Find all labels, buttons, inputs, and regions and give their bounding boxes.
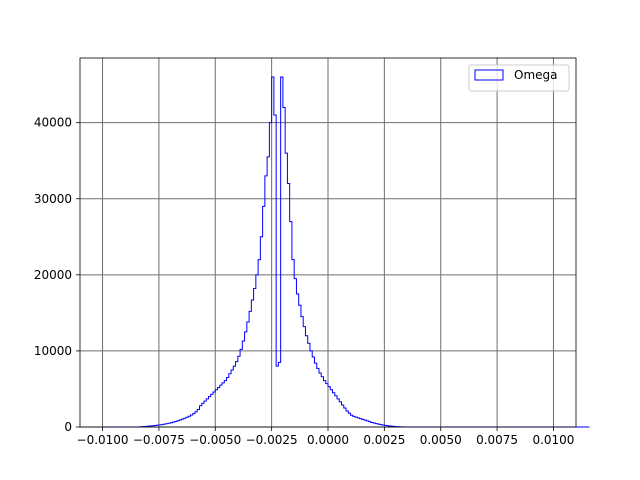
series-omega-step [102, 76, 590, 428]
legend: Omega [468, 64, 570, 92]
x-tick-label-1: −0.0075 [133, 433, 185, 447]
y-tick-label-1: 10000 [34, 344, 72, 358]
legend-box [468, 64, 570, 92]
x-tick-label-3: −0.0025 [246, 433, 298, 447]
axis-ticks: −0.0100 −0.0075 −0.0050 −0.0025 0.0000 0.0025… [34, 116, 575, 447]
x-tick-label-6: 0.0050 [420, 433, 462, 447]
x-tick-label-8: 0.0100 [532, 433, 574, 447]
y-tick-label-4: 40000 [34, 116, 72, 130]
x-tick-label-5: 0.0025 [363, 433, 405, 447]
y-tick-label-2: 20000 [34, 268, 72, 282]
data-layer [102, 76, 590, 428]
y-tick-label-0: 0 [64, 420, 72, 434]
legend-label-omega: Omega [514, 68, 558, 82]
x-tick-label-0: −0.0100 [77, 433, 129, 447]
x-tick-label-4: 0.0000 [307, 433, 349, 447]
y-tick-label-3: 30000 [34, 192, 72, 206]
legend-swatch-omega [474, 69, 504, 81]
grid-lines [80, 58, 576, 428]
x-tick-label-2: −0.0050 [189, 433, 241, 447]
x-tick-label-7: 0.0075 [476, 433, 518, 447]
